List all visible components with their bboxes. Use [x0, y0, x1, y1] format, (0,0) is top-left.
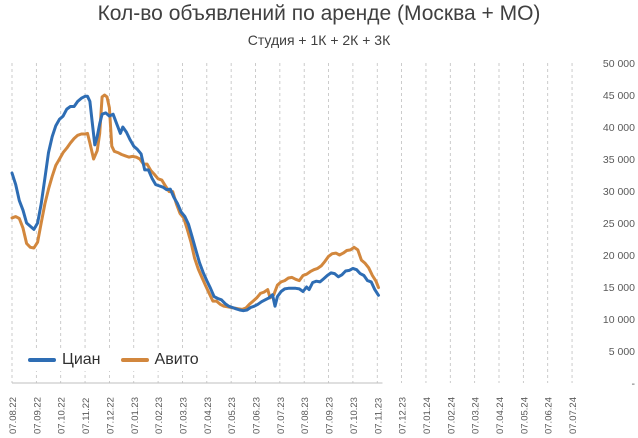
- x-tick-label: 07.10.22: [57, 397, 68, 434]
- x-tick-label: 07.01.24: [422, 397, 433, 434]
- x-tick-label: 07.10.23: [349, 397, 360, 434]
- x-tick-label: 07.09.22: [32, 397, 43, 434]
- y-tick-label: 15 000: [603, 282, 635, 294]
- x-tick-label: 07.07.23: [276, 397, 287, 434]
- x-tick-label: 07.03.23: [178, 397, 189, 434]
- x-tick-label: 07.04.24: [495, 397, 506, 434]
- legend-swatch-cian: [28, 358, 56, 362]
- x-tick-label: 07.04.23: [203, 397, 214, 434]
- legend-item-avito[interactable]: Авито: [120, 351, 199, 369]
- series-line-1: [10, 93, 380, 311]
- x-tick-label: 07.05.24: [519, 397, 530, 434]
- y-tick-label: 25 000: [603, 218, 635, 230]
- series-line-0: [10, 94, 380, 313]
- y-tick-label: 20 000: [603, 250, 635, 262]
- y-tick-label: 50 000: [603, 58, 635, 70]
- x-tick-label: 07.06.24: [544, 397, 555, 434]
- x-tick-labels: 07.08.22 07.09.22 07.10.22 07.11.22 07.12.22…: [8, 397, 579, 434]
- legend-label-avito: Авито: [154, 351, 199, 368]
- grid-layer: [11, 63, 573, 384]
- x-tick-label: 07.05.23: [227, 397, 238, 434]
- legend-swatch-avito: [120, 358, 149, 362]
- series-layer: [10, 93, 380, 313]
- y-tick-label: 10 000: [603, 314, 635, 326]
- x-tick-label: 07.06.23: [252, 397, 263, 434]
- y-tick-labels: - 5 000 10 000 15 000 20 000 25 000 30 000 35 0…: [603, 58, 636, 390]
- x-tick-label: 07.11.22: [81, 398, 92, 434]
- x-tick-label: 07.01.23: [130, 397, 141, 434]
- y-tick-label: 35 000: [603, 154, 635, 166]
- x-tick-label: 07.07.24: [568, 397, 579, 434]
- y-tick-label: -: [632, 378, 636, 390]
- chart-subtitle: Студия + 1К + 2К + 3К: [247, 32, 391, 48]
- legend-label-cian: Циан: [62, 351, 101, 368]
- x-tick-label: 07.02.24: [446, 397, 457, 434]
- x-tick-label: 07.11.23: [373, 398, 384, 434]
- x-tick-label: 07.03.24: [471, 397, 482, 434]
- legend-item-cian[interactable]: Циан: [28, 351, 101, 369]
- x-tick-label: 07.08.23: [300, 397, 311, 434]
- x-tick-label: 07.08.22: [8, 397, 19, 434]
- x-tick-label: 07.09.23: [325, 397, 336, 434]
- y-tick-label: 45 000: [603, 90, 635, 102]
- y-tick-label: 5 000: [609, 346, 635, 358]
- x-tick-label: 07.12.22: [105, 397, 116, 434]
- x-tick-label: 07.12.23: [398, 397, 409, 434]
- chart-title: Кол-во объявлений по аренде (Москва + МО…: [97, 2, 541, 25]
- y-tick-label: 30 000: [603, 186, 635, 198]
- legend: Циан Авито: [14, 349, 260, 371]
- y-tick-label: 40 000: [603, 122, 635, 134]
- x-tick-label: 07.02.23: [154, 397, 165, 434]
